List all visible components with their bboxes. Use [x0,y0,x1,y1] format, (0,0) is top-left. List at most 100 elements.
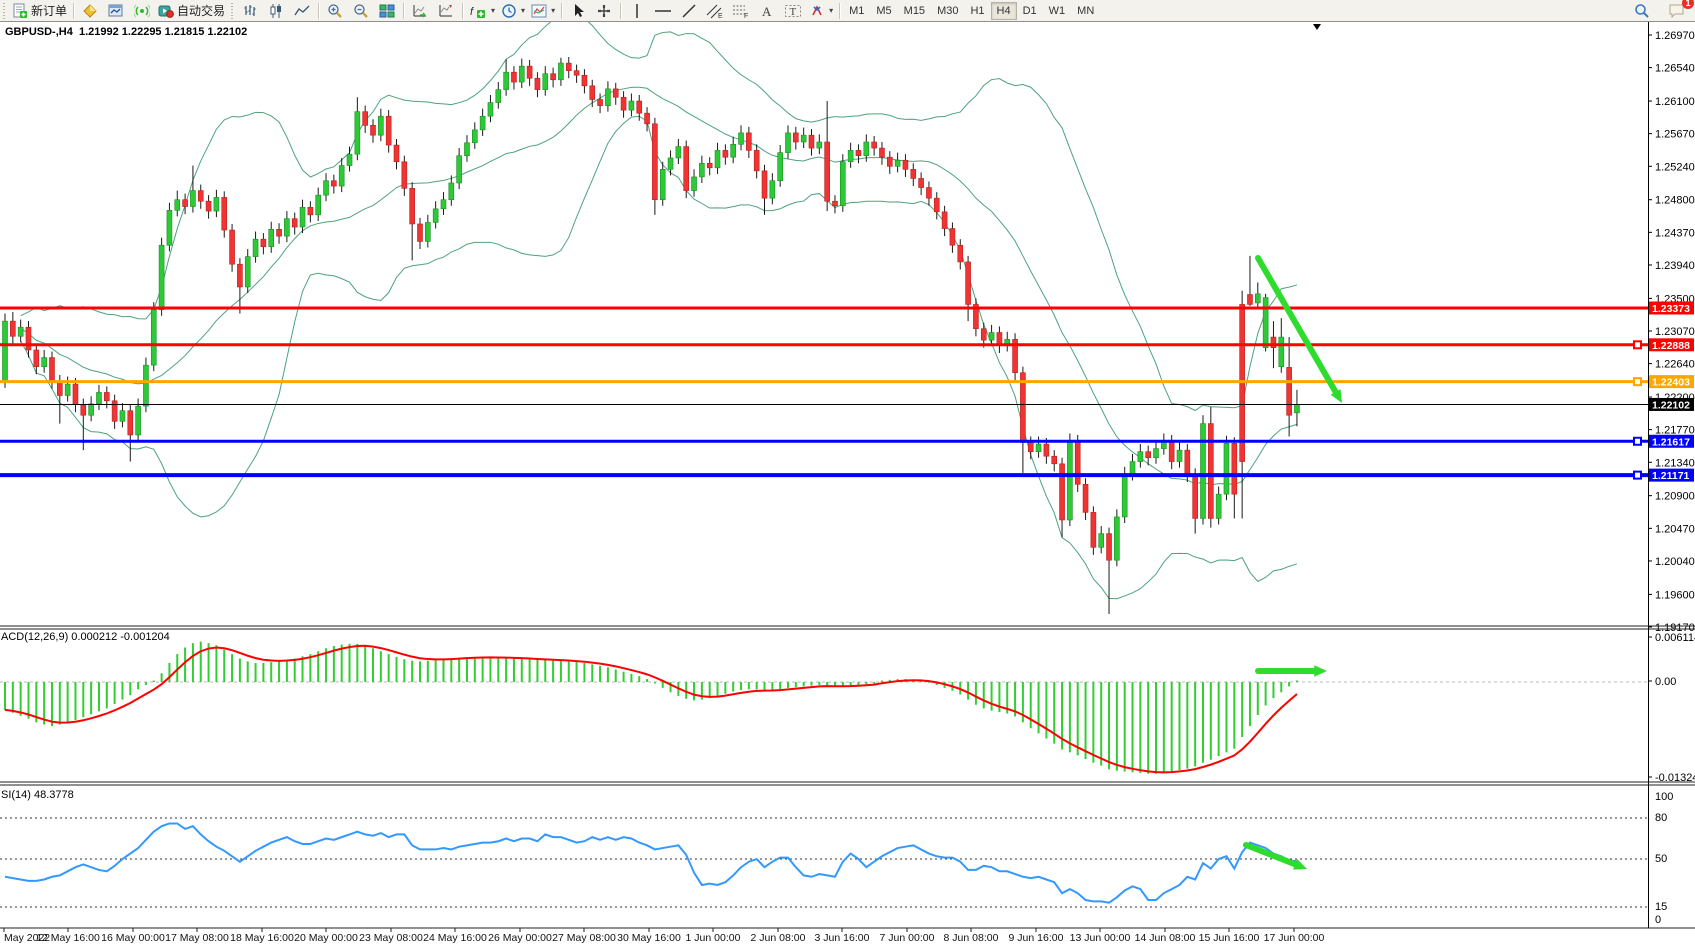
time-label: 14 Jun 08:00 [1135,932,1196,944]
svg-text:100: 100 [1655,791,1673,803]
vertical-line-icon [636,3,638,18]
line-handle[interactable] [1633,470,1642,480]
svg-text:-0.013241: -0.013241 [1655,772,1695,784]
dropdown-caret: ▾ [521,6,526,15]
time-label: 18 May 16:00 [230,932,294,944]
signals-button[interactable] [129,1,155,21]
svg-text:1.21770: 1.21770 [1655,425,1695,437]
time-label: 7 Jun 00:00 [880,932,935,944]
svg-text:1.23070: 1.23070 [1655,326,1695,338]
tab-timeframe-h4[interactable]: H4 [990,1,1017,20]
new-order-button[interactable]: 新订单 [9,1,70,21]
line-handle[interactable] [1633,340,1642,350]
community-button[interactable]: 1 [1663,0,1694,21]
line-handle[interactable] [1633,436,1642,446]
toolbar-separator [318,2,320,19]
line-chart-button[interactable] [289,1,315,21]
svg-text:E: E [718,13,723,19]
clock-icon [502,3,516,18]
periods-button[interactable]: ▾ [498,1,528,21]
text-button[interactable]: A [754,1,780,21]
tab-timeframe-h1[interactable]: H1 [970,4,985,17]
auto-trading-icon [158,5,174,18]
dropdown-caret: ▾ [829,6,834,15]
trend-arrow-main[interactable] [1255,255,1340,398]
tab-timeframe-m30[interactable]: M30 [937,4,959,17]
tab-timeframe-m1[interactable]: M1 [849,4,865,17]
arrows-icon [812,4,822,15]
horizontal-level-lines[interactable] [0,306,1648,480]
tab-timeframe-m15[interactable]: M15 [903,4,926,17]
templates-button[interactable]: ▾ [528,1,558,21]
dropdown-caret: ▾ [551,6,556,15]
trendline-button[interactable] [676,1,702,21]
tab-timeframe-w1[interactable]: W1 [1048,4,1066,17]
arrows-button[interactable]: ▾ [806,1,836,21]
time-label: 30 May 16:00 [617,932,681,944]
tab-timeframe-d1[interactable]: D1 [1022,4,1037,17]
svg-text:15: 15 [1655,901,1667,913]
time-label: 17 May 08:00 [165,932,229,944]
fibonacci-button[interactable]: F [728,1,754,21]
toolbar-grip[interactable] [1,2,8,19]
time-label: 17 Jun 00:00 [1264,932,1325,944]
time-label: 8 Jun 08:00 [944,932,999,944]
svg-text:1.20900: 1.20900 [1655,491,1695,503]
chart-shift-marker[interactable] [1313,24,1321,30]
annotation-arrows[interactable] [1243,255,1342,870]
auto-scroll-icon [413,4,427,17]
toolbar-separator [620,2,622,19]
crosshair-button[interactable] [591,1,617,21]
svg-text:1.21171: 1.21171 [1652,470,1690,482]
indicators-button[interactable]: f ▾ [466,1,498,21]
zoom-out-icon [354,3,368,18]
data-window-button[interactable] [103,1,129,21]
bollinger-lower-band [20,115,1298,600]
line-handle[interactable] [1633,377,1642,387]
toolbar-grip[interactable] [229,2,237,19]
equidistant-channel-button[interactable]: E [702,1,728,21]
svg-text:1.22888: 1.22888 [1652,340,1690,352]
rsi-line [4,822,1298,904]
tab-timeframe-m5[interactable]: M5 [876,4,892,17]
price-tag-1.22102 [1649,397,1694,411]
price-tag-1.21617 [1649,434,1694,448]
tab-timeframe-mn[interactable]: MN [1077,4,1095,17]
macd-signal-line [4,644,1298,774]
new-order-icon [13,3,27,18]
text-label-button[interactable]: T [780,1,806,21]
search-button[interactable] [1629,1,1655,21]
candlestick-chart-button[interactable] [263,1,289,21]
crosshair-icon [598,4,611,17]
time-label: 9 Jun 16:00 [1009,932,1064,944]
svg-text:1.24800: 1.24800 [1655,195,1695,207]
horizontal-line-button[interactable] [650,1,676,21]
cursor-button[interactable] [565,1,591,21]
svg-text:1.20040: 1.20040 [1655,556,1695,568]
chart-shift-button[interactable] [433,1,459,21]
zoom-out-button[interactable] [348,1,374,21]
svg-text:1.23373: 1.23373 [1652,303,1690,315]
svg-text:1.25670: 1.25670 [1655,129,1695,141]
toolbar-separator [462,2,464,19]
svg-text:0.00: 0.00 [1655,676,1676,688]
svg-text:1.24370: 1.24370 [1655,227,1695,239]
price-tag-1.21171 [1649,468,1694,482]
bar-chart-button[interactable] [237,1,263,21]
auto-scroll-button[interactable] [407,1,433,21]
svg-text:1.23940: 1.23940 [1655,260,1695,272]
vertical-line-button[interactable] [624,1,650,21]
auto-trading-button[interactable]: 自动交易 [155,1,228,21]
dropdown-caret: ▾ [491,6,496,15]
toolbar-separator [839,2,841,19]
zoom-in-button[interactable] [322,1,348,21]
tile-windows-button[interactable] [374,1,400,21]
time-label: 2 Jun 08:00 [751,932,806,944]
metaeditor-button[interactable] [77,1,103,21]
trend-arrow-rsi[interactable] [1243,842,1301,869]
svg-text:80: 80 [1655,812,1667,824]
time-label: 16 May 00:00 [101,932,165,944]
